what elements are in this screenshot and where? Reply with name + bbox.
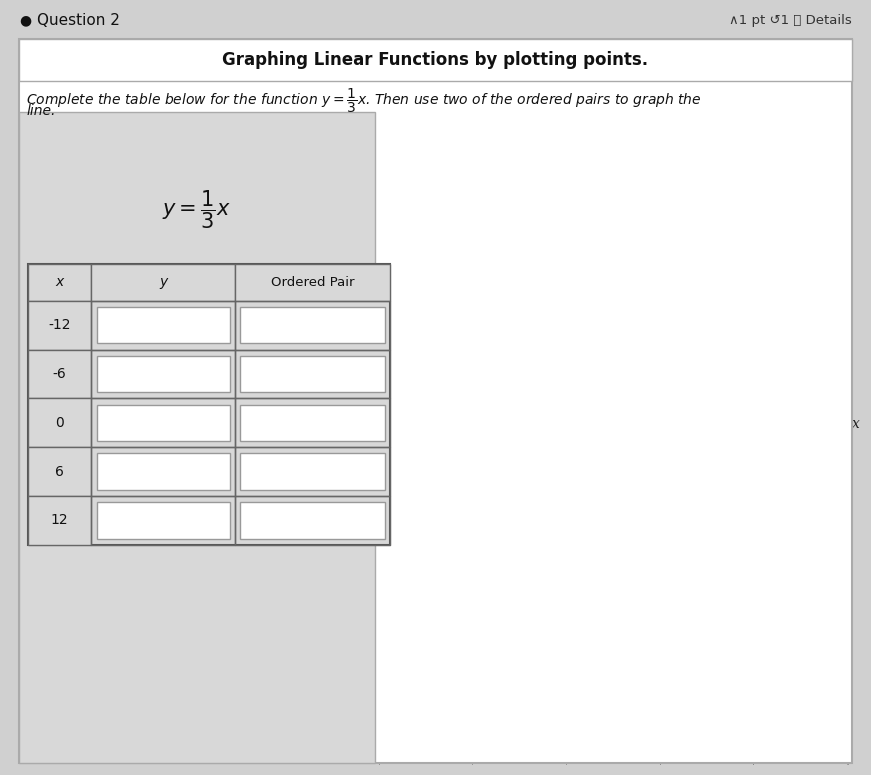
Text: x: x <box>56 275 64 289</box>
Text: 10: 10 <box>828 425 844 439</box>
Text: Draw:: Draw: <box>461 725 496 738</box>
Text: 6: 6 <box>55 464 64 479</box>
Text: 0: 0 <box>55 415 64 430</box>
Text: 5: 5 <box>721 425 729 439</box>
Text: Ordered Pair: Ordered Pair <box>271 276 354 288</box>
Text: Complete the table below for the function $y = \dfrac{1}{3}x$. Then use two of t: Complete the table below for the functio… <box>26 87 702 115</box>
Text: Clear All: Clear All <box>392 725 442 738</box>
Text: -5: -5 <box>496 425 508 439</box>
Text: -6: -6 <box>53 367 66 381</box>
Text: ●: ● <box>19 13 31 27</box>
Text: x: x <box>852 417 860 431</box>
Text: -5: -5 <box>592 541 604 554</box>
Text: ∧1 pt ↺1 ⓘ Details: ∧1 pt ↺1 ⓘ Details <box>729 14 852 26</box>
Text: 5: 5 <box>597 267 604 280</box>
Text: $y = \dfrac{1}{3}x$: $y = \dfrac{1}{3}x$ <box>161 188 231 230</box>
Text: 12: 12 <box>51 513 69 528</box>
Text: Graphing Linear Functions by plotting points.: Graphing Linear Functions by plotting po… <box>222 51 649 70</box>
Text: -10: -10 <box>584 679 604 692</box>
Text: line.: line. <box>26 104 56 118</box>
Text: -12: -12 <box>49 318 71 332</box>
FancyBboxPatch shape <box>379 707 454 756</box>
Text: y: y <box>617 99 625 113</box>
Text: y: y <box>159 275 167 289</box>
Text: -10: -10 <box>380 425 400 439</box>
Text: Question 2: Question 2 <box>37 12 119 28</box>
Text: 10: 10 <box>588 129 604 142</box>
